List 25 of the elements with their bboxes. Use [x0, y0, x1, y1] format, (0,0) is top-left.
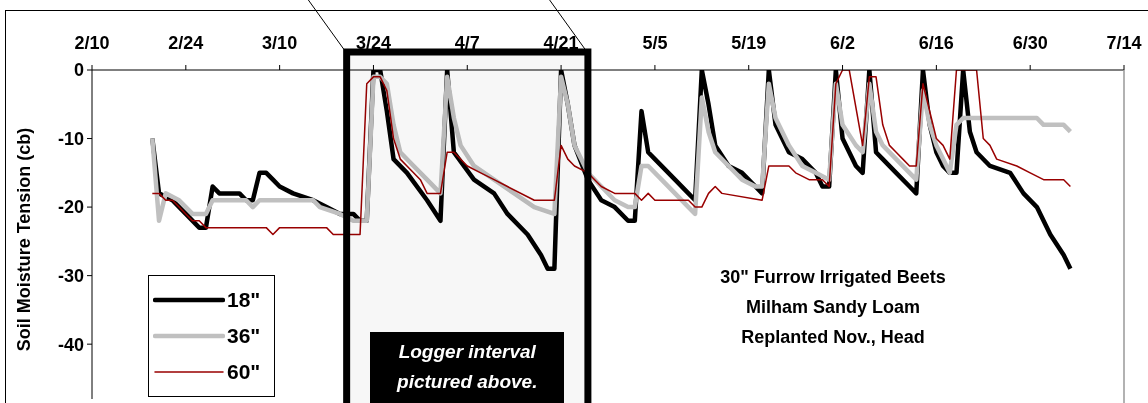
annotation: 30" Furrow Irrigated Beets [720, 267, 946, 287]
y-axis-title: Soil Moisture Tension (cb) [14, 127, 34, 352]
x-tick-label: 7/14 [1106, 33, 1142, 53]
x-tick-label: 5/5 [642, 33, 668, 53]
x-tick-label: 2/10 [74, 33, 110, 53]
y-tick-label: -10 [57, 128, 84, 149]
x-tick-label: 5/19 [731, 33, 767, 53]
y-tick-label: -30 [57, 266, 84, 287]
x-tick-label: 2/24 [168, 33, 204, 53]
legend-label: 60" [227, 360, 261, 384]
x-tick-label: 6/30 [1012, 33, 1048, 53]
annotation: Replanted Nov., Head [741, 327, 925, 347]
legend-label: 36" [227, 324, 261, 348]
x-tick-label: 3/10 [262, 33, 298, 53]
band-label: Logger interval pictured above. [370, 332, 565, 403]
y-tick-label: -20 [57, 197, 84, 218]
x-tick-label: 4/7 [454, 33, 480, 53]
y-tick-label: 0 [73, 60, 84, 81]
x-tick-label: 6/16 [918, 33, 954, 53]
legend-label: 18" [227, 288, 261, 312]
annotation: Milham Sandy Loam [745, 297, 921, 317]
x-tick-label: 4/21 [543, 33, 579, 53]
x-tick-label: 6/2 [830, 33, 856, 53]
y-tick-label: -40 [57, 334, 84, 355]
x-tick-label: 3/24 [355, 33, 391, 53]
